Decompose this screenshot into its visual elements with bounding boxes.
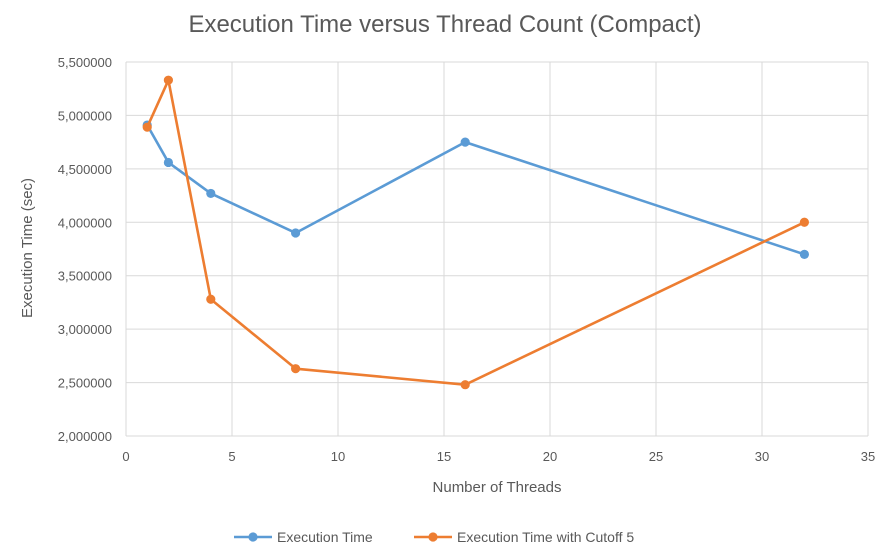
series-line-2 — [146, 78, 805, 387]
y-axis-label: Execution Time (sec) — [19, 178, 36, 318]
x-tick-label: 5 — [228, 449, 235, 464]
legend-marker-2 — [428, 532, 438, 542]
legend: Execution Time Execution Time with Cutoff… — [234, 529, 634, 545]
x-axis-ticks: 0 5 10 15 20 25 30 35 — [122, 449, 875, 464]
legend-label-2: Execution Time with Cutoff 5 — [457, 529, 634, 545]
x-tick-label: 0 — [122, 449, 129, 464]
data-point-series-2 — [206, 294, 216, 304]
y-axis-ticks: 2,000000 2,500000 3,000000 3,500000 4,000000… — [58, 55, 112, 444]
x-tick-label: 10 — [331, 449, 345, 464]
legend-label-1: Execution Time — [277, 529, 373, 545]
data-point-series-2 — [142, 122, 152, 132]
series-line-1 — [146, 124, 805, 256]
y-tick-label: 2,500000 — [58, 376, 112, 391]
data-point-series-1 — [291, 228, 301, 238]
y-tick-label: 4,500000 — [58, 162, 112, 177]
y-tick-label: 3,500000 — [58, 269, 112, 284]
x-axis-label: Number of Threads — [433, 479, 562, 496]
data-point-series-2 — [460, 380, 470, 390]
data-point-series-1 — [460, 137, 470, 147]
y-tick-label: 5,000000 — [58, 108, 112, 123]
chart-title: Execution Time versus Thread Count (Comp… — [188, 11, 701, 38]
x-tick-label: 35 — [861, 449, 875, 464]
legend-marker-1 — [248, 532, 258, 542]
data-point-series-1 — [799, 249, 810, 259]
y-tick-label: 2,000000 — [58, 429, 112, 444]
y-tick-label: 4,000000 — [58, 215, 112, 230]
x-tick-label: 15 — [437, 449, 451, 464]
series-layer — [142, 75, 810, 390]
data-point-series-1 — [206, 188, 216, 199]
x-tick-label: 20 — [543, 449, 557, 464]
data-point-series-2 — [163, 75, 173, 85]
data-point-series-1 — [163, 157, 173, 168]
x-tick-label: 25 — [649, 449, 663, 464]
y-tick-label: 3,000000 — [58, 322, 112, 337]
data-point-series-2 — [799, 217, 810, 227]
gridlines — [125, 61, 869, 437]
y-tick-label: 5,500000 — [58, 55, 112, 70]
data-point-series-2 — [291, 364, 301, 374]
x-tick-label: 30 — [755, 449, 769, 464]
